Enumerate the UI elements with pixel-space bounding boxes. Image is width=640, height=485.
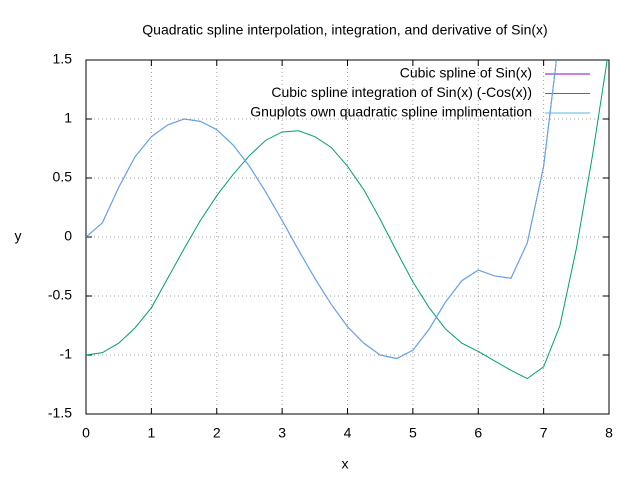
x-tick-label: 7 — [540, 425, 548, 441]
y-tick-label: 0 — [64, 228, 72, 244]
series-line — [86, 60, 608, 380]
x-tick-label: 4 — [344, 425, 352, 441]
x-tick-label: 1 — [147, 425, 155, 441]
legend-label: Cubic spline integration of Sin(x) (-Cos… — [271, 84, 532, 100]
x-tick-label: 8 — [605, 425, 613, 441]
y-tick-label: 1 — [64, 110, 72, 126]
y-tick-label: -0.5 — [48, 287, 72, 303]
y-tick-label: 1.5 — [53, 51, 73, 67]
x-tick-label: 5 — [409, 425, 417, 441]
x-axis-label: x — [342, 456, 349, 472]
x-tick-label: 2 — [213, 425, 221, 441]
y-tick-label: 0.5 — [53, 169, 73, 185]
x-tick-label: 6 — [474, 425, 482, 441]
x-tick-label: 3 — [278, 425, 286, 441]
y-axis-label: y — [15, 228, 22, 244]
series-line — [86, 60, 557, 360]
y-tick-label: -1.5 — [48, 405, 72, 421]
legend-label: Cubic spline of Sin(x) — [400, 65, 532, 81]
x-tick-label: 0 — [82, 425, 90, 441]
y-tick-label: -1 — [60, 346, 73, 362]
chart-title: Quadratic spline interpolation, integrat… — [142, 22, 547, 38]
legend-label: Gnuplots own quadratic spline implimenta… — [250, 104, 532, 120]
